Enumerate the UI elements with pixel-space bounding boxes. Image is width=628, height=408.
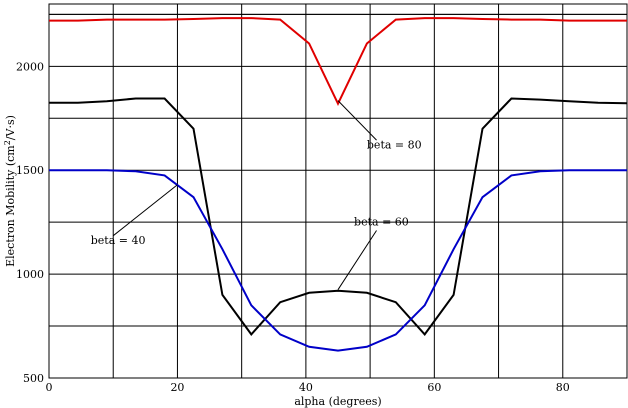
y-axis-label-sup: 2 bbox=[3, 140, 12, 145]
annotation-label: beta = 40 bbox=[91, 234, 146, 247]
annotation-label: beta = 60 bbox=[354, 215, 409, 228]
annotation-leader-line bbox=[112, 184, 178, 237]
x-tick-label: 20 bbox=[170, 381, 184, 394]
tick-labels: 0 20 40 60 80 500 1000 1500 2000 bbox=[16, 60, 570, 394]
series-line-beta-80 bbox=[49, 17, 627, 107]
annotation-label: beta = 80 bbox=[367, 138, 422, 151]
y-axis-label-pre: Electron Mobility (cm bbox=[4, 145, 17, 267]
x-axis-label: alpha (degrees) bbox=[294, 395, 381, 408]
y-tick-label: 1000 bbox=[16, 268, 44, 281]
y-tick-label: 1500 bbox=[16, 164, 44, 177]
annotations-layer: beta = 80 beta = 60 beta = 40 bbox=[91, 100, 422, 290]
y-tick-label: 500 bbox=[23, 372, 44, 385]
y-tick-label: 2000 bbox=[16, 60, 44, 73]
series-layer bbox=[49, 17, 628, 352]
x-tick-label: 40 bbox=[299, 381, 313, 394]
x-tick-label: 80 bbox=[556, 381, 570, 394]
annotation-leader-line bbox=[337, 100, 377, 141]
y-axis-label-post: /V·s) bbox=[4, 115, 17, 140]
series-line-beta-40 bbox=[49, 169, 627, 352]
x-tick-label: 60 bbox=[427, 381, 441, 394]
y-axis-label: Electron Mobility (cm2/V·s) bbox=[3, 115, 18, 267]
plot-frame bbox=[48, 3, 628, 379]
x-tick-label: 0 bbox=[46, 381, 53, 394]
grid bbox=[49, 4, 627, 378]
series-line-beta-60 bbox=[49, 97, 628, 336]
annotation-leader-line bbox=[337, 230, 377, 290]
